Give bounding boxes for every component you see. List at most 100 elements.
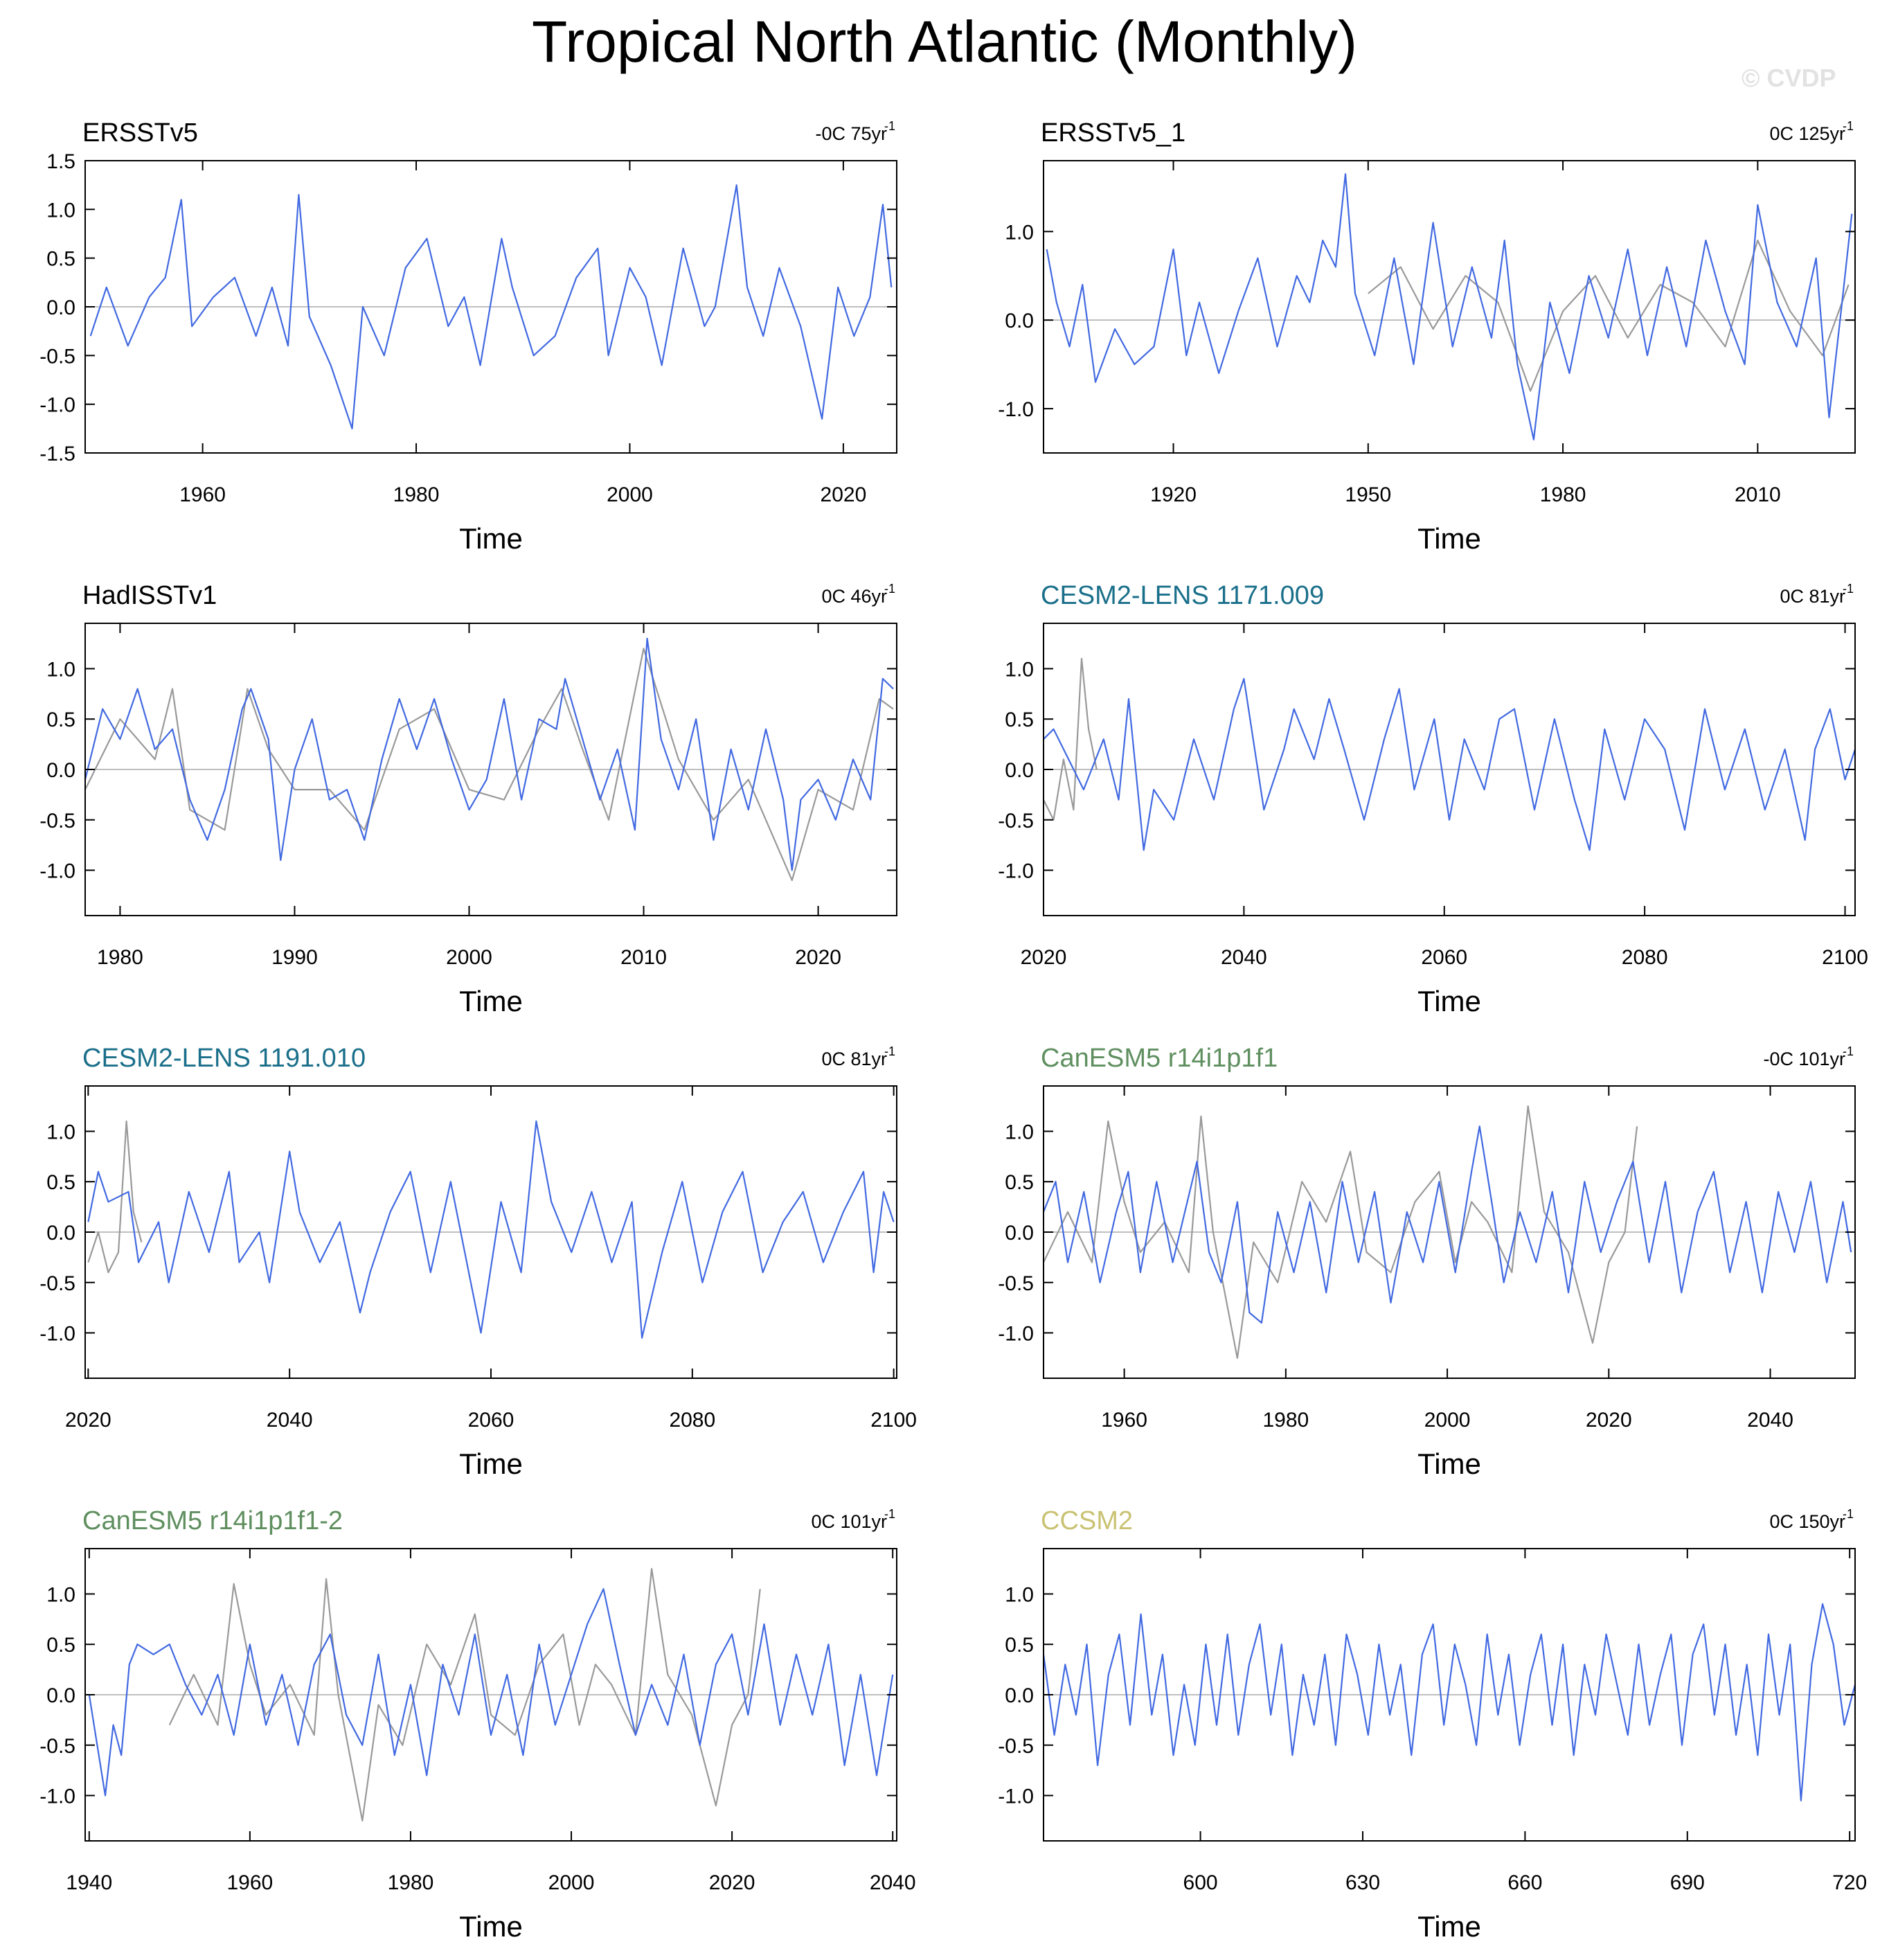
ytick-label: 1.0	[1005, 221, 1034, 244]
chart-panel: CanESM5 r14i1p1f1 -0C 101yr-1 -1.0 -0.5 0.0 0…	[998, 1044, 1856, 1480]
panel-title: CESM2-LENS 1191.010	[82, 1044, 366, 1073]
xtick-label: 720	[1832, 1871, 1867, 1894]
reference-series-line	[1368, 240, 1850, 392]
xtick-label: 660	[1507, 1871, 1542, 1894]
ytick-label: 0.0	[1005, 759, 1034, 782]
xtick-label: 690	[1670, 1871, 1705, 1894]
xtick-label: 2020	[1586, 1409, 1632, 1432]
xtick-label: 2060	[468, 1409, 514, 1432]
x-axis-label: Time	[459, 1447, 523, 1480]
ytick-label: 0.0	[46, 759, 75, 782]
trend-label: 0C 125yr	[1769, 123, 1845, 144]
xtick-label: 1980	[97, 946, 143, 969]
panel-title: CESM2-LENS 1171.009	[1041, 581, 1324, 610]
trend-label: 0C 46yr	[821, 586, 887, 607]
main-series-line	[87, 1120, 895, 1339]
xtick-label: 2020	[709, 1871, 755, 1894]
ytick-label: -0.5	[39, 1735, 75, 1758]
panel-title: ERSSTv5_1	[1041, 118, 1185, 148]
ytick-label: 0.5	[1005, 1634, 1034, 1657]
x-axis-label: Time	[459, 1910, 523, 1943]
trend-superscript: -1	[884, 582, 895, 596]
ytick-label: 0.5	[46, 1171, 75, 1194]
xtick-label: 2020	[821, 483, 867, 506]
x-axis-label: Time	[1417, 985, 1481, 1017]
ytick-label: 0.5	[46, 248, 75, 271]
xtick-label: 2080	[1622, 946, 1668, 969]
ytick-label: -0.5	[39, 810, 75, 832]
xtick-label: 1980	[393, 483, 440, 506]
ytick-label: 1.0	[1005, 1121, 1034, 1143]
xtick-label: 2010	[620, 946, 667, 969]
xtick-label: 2020	[1021, 946, 1067, 969]
ytick-label: 1.0	[46, 658, 75, 681]
xtick-label: 1980	[1262, 1409, 1309, 1432]
ytick-label: 0.5	[1005, 709, 1034, 731]
main-series-line	[84, 637, 894, 871]
xtick-label: 2020	[65, 1409, 111, 1432]
reference-series-line	[1043, 657, 1098, 821]
main-series-line	[89, 184, 893, 429]
main-series-line	[88, 1588, 894, 1797]
ytick-label: -1.0	[39, 394, 75, 417]
xtick-label: 1960	[1101, 1409, 1147, 1432]
chart-panel: CESM2-LENS 1191.010 0C 81yr-1 -1.0 -0.5 0.0 0…	[39, 1044, 917, 1480]
ytick-label: 0.0	[46, 1222, 75, 1245]
xtick-label: 2000	[446, 946, 492, 969]
xtick-label: 1980	[1540, 483, 1586, 506]
ytick-label: 0.5	[1005, 1171, 1034, 1194]
ytick-label: -0.5	[998, 1735, 1034, 1758]
trend-label: 0C 101yr	[811, 1511, 887, 1532]
ytick-label: 0.5	[46, 1634, 75, 1657]
trend-label: 0C 81yr	[1780, 586, 1845, 607]
xtick-label: 2010	[1735, 483, 1781, 506]
xtick-label: 1960	[227, 1871, 274, 1894]
ytick-label: -1.0	[998, 398, 1034, 421]
reference-series-line	[87, 1120, 143, 1274]
xtick-label: 600	[1183, 1871, 1218, 1894]
panel-title: ERSSTv5	[82, 118, 198, 148]
ytick-label: 1.0	[46, 199, 75, 222]
x-axis-label: Time	[459, 985, 523, 1017]
main-series-line	[1046, 173, 1853, 440]
ytick-label: -1.0	[39, 1323, 75, 1346]
ytick-label: -1.5	[39, 443, 75, 465]
xtick-label: 2080	[669, 1409, 715, 1432]
ytick-label: -1.0	[39, 860, 75, 883]
main-series-line	[1043, 677, 1856, 851]
ytick-label: -1.0	[998, 1323, 1034, 1346]
ytick-label: -0.5	[998, 1272, 1034, 1295]
xtick-label: 2000	[607, 483, 653, 506]
xtick-label: 2040	[870, 1871, 916, 1894]
ytick-label: -0.5	[998, 810, 1034, 832]
chart-panel: ERSSTv5_1 0C 125yr-1 -1.0 0.0 1.0 1920 1950 198…	[998, 118, 1856, 555]
trend-label: 0C 81yr	[821, 1049, 887, 1069]
ytick-label: 0.0	[1005, 1684, 1034, 1707]
x-axis-label: Time	[1417, 1447, 1481, 1480]
trend-superscript: -1	[1843, 1507, 1854, 1521]
chart-panel: CCSM2 0C 150yr-1 -1.0 -0.5 0.0 0.5 1.0 600 630 66…	[998, 1506, 1867, 1943]
panel-title: CanESM5 r14i1p1f1-2	[82, 1506, 343, 1535]
panel-title: CCSM2	[1041, 1506, 1133, 1535]
plot-frame	[1043, 160, 1856, 454]
trend-label: -0C 75yr	[815, 123, 887, 144]
xtick-label: 1940	[66, 1871, 112, 1894]
main-series-line	[1042, 1125, 1852, 1324]
ytick-label: 1.0	[46, 1121, 75, 1143]
ytick-label: -1.0	[998, 860, 1034, 883]
trend-superscript: -1	[884, 119, 895, 133]
reference-series-line	[84, 648, 894, 882]
ytick-label: 1.0	[46, 1583, 75, 1606]
chart-panel: CESM2-LENS 1171.009 0C 81yr-1 -1.0 -0.5 0.0 0…	[998, 581, 1868, 1017]
watermark: © CVDP	[1742, 64, 1836, 92]
trend-superscript: -1	[1843, 582, 1854, 596]
xtick-label: 1990	[271, 946, 318, 969]
trend-superscript: -1	[884, 1044, 895, 1058]
trend-superscript: -1	[1843, 119, 1854, 133]
chart-panel: ERSSTv5 -0C 75yr-1 -1.5 -1.0 -0.5 0.0 0.5 1.0 1.…	[39, 118, 897, 555]
ytick-label: 1.5	[46, 150, 75, 173]
chart-panel: HadISSTv1 0C 46yr-1 -1.0 -0.5 0.0 0.5 1.0 1980 1…	[39, 581, 897, 1017]
ytick-label: -0.5	[39, 345, 75, 368]
xtick-label: 2000	[548, 1871, 595, 1894]
